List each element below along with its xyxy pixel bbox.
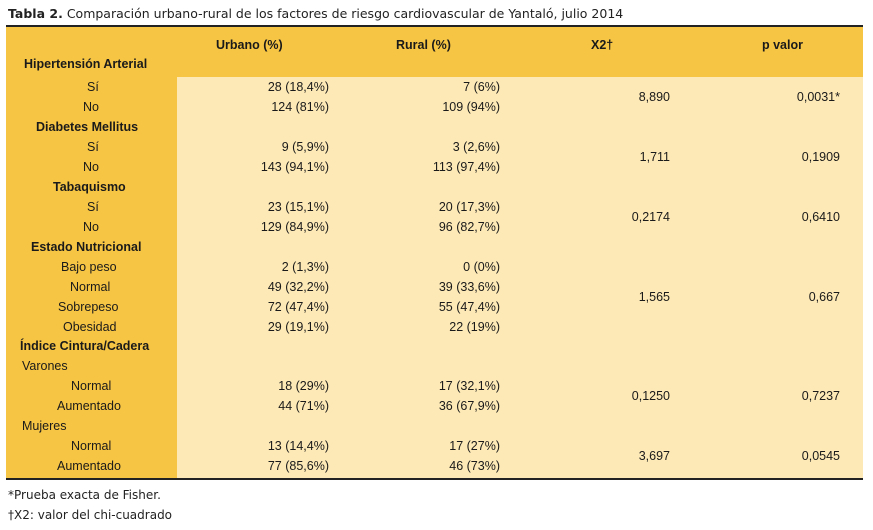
cell-urbano: 72 (47,4%)	[267, 300, 329, 314]
cell-rural: 109 (94%)	[442, 100, 500, 114]
cell-rural: 39 (33,6%)	[438, 280, 500, 294]
cell-x2: 0,1250	[631, 389, 670, 403]
caption-label: Tabla 2.	[8, 6, 63, 21]
cell-urbano: 77 (85,6%)	[267, 459, 329, 473]
cell-urbano: 23 (15,1%)	[267, 200, 329, 214]
cell-urbano: 18 (29%)	[278, 379, 329, 393]
label-column-bg	[6, 77, 177, 478]
cell-urbano: 129 (84,9%)	[260, 220, 329, 234]
cell-p: 0,667	[808, 290, 840, 304]
cell-urbano: 9 (5,9%)	[281, 140, 329, 154]
section-title-hta: Hipertensión Arterial	[24, 57, 148, 71]
row-label: Sí	[87, 140, 99, 154]
row-label: Normal	[71, 439, 112, 453]
header-urbano: Urbano (%)	[216, 38, 283, 52]
bottom-rule	[6, 478, 863, 480]
cell-x2: 8,890	[638, 90, 670, 104]
row-label: No	[83, 100, 99, 114]
footnote-x2: †X2: valor del chi-cuadrado	[8, 508, 173, 522]
cell-rural: 22 (19%)	[449, 320, 500, 334]
row-label: Aumentado	[57, 399, 121, 413]
cell-rural: 17 (27%)	[449, 439, 500, 453]
row-label: Obesidad	[63, 320, 117, 334]
cell-p: 0,0031*	[796, 90, 840, 104]
header-p: p valor	[762, 38, 803, 52]
cell-rural: 46 (73%)	[449, 459, 500, 473]
header-x2: X2†	[591, 38, 614, 52]
row-label: Sí	[87, 200, 99, 214]
cell-p: 0,7237	[801, 389, 840, 403]
section-title-tab: Tabaquismo	[53, 180, 126, 194]
row-label: No	[83, 220, 99, 234]
section-title-icc: Índice Cintura/Cadera	[20, 339, 150, 353]
footnote-fisher: *Prueba exacta de Fisher.	[8, 488, 161, 502]
row-label: Normal	[70, 280, 111, 294]
row-label: Sobrepeso	[58, 300, 119, 314]
cell-urbano: 44 (71%)	[278, 399, 329, 413]
cell-p: 0,6410	[801, 210, 840, 224]
cell-rural: 3 (2,6%)	[452, 140, 500, 154]
data-area-bg	[177, 77, 863, 478]
cell-x2: 0,2174	[631, 210, 670, 224]
cell-rural: 7 (6%)	[463, 80, 500, 94]
cell-rural: 113 (97,4%)	[432, 160, 500, 174]
caption-text: Comparación urbano-rural de los factores…	[66, 6, 624, 21]
cell-urbano: 2 (1,3%)	[281, 260, 329, 274]
section-title-dm: Diabetes Mellitus	[36, 120, 139, 134]
cell-urbano: 28 (18,4%)	[267, 80, 329, 94]
header-rural: Rural (%)	[396, 38, 451, 52]
cell-urbano: 29 (19,1%)	[267, 320, 329, 334]
row-label: Aumentado	[57, 459, 121, 473]
row-label: No	[83, 160, 99, 174]
subsection-title-varones: Varones	[22, 359, 68, 373]
section-title-en: Estado Nutricional	[31, 240, 142, 254]
cell-urbano: 49 (32,2%)	[267, 280, 329, 294]
cell-rural: 17 (32,1%)	[438, 379, 500, 393]
cell-rural: 0 (0%)	[463, 260, 500, 274]
top-rule	[6, 25, 863, 27]
table-caption: Tabla 2. Comparación urbano-rural de los…	[8, 6, 623, 21]
cell-rural: 55 (47,4%)	[438, 300, 500, 314]
cell-urbano: 143 (94,1%)	[260, 160, 329, 174]
row-label: Normal	[71, 379, 112, 393]
row-label: Sí	[87, 80, 99, 94]
cell-x2: 3,697	[638, 449, 670, 463]
cell-rural: 20 (17,3%)	[438, 200, 500, 214]
row-label: Bajo peso	[61, 260, 117, 274]
table-header: Urbano (%) Rural (%) X2† p valor	[6, 27, 863, 77]
cell-rural: 36 (67,9%)	[438, 399, 500, 413]
cell-x2: 1,565	[638, 290, 670, 304]
cell-p: 0,0545	[801, 449, 840, 463]
subsection-title-mujeres: Mujeres	[22, 419, 67, 433]
cell-x2: 1,711	[639, 150, 670, 164]
cell-urbano: 124 (81%)	[271, 100, 329, 114]
cell-urbano: 13 (14,4%)	[267, 439, 329, 453]
cell-p: 0,1909	[801, 150, 840, 164]
cell-rural: 96 (82,7%)	[438, 220, 500, 234]
